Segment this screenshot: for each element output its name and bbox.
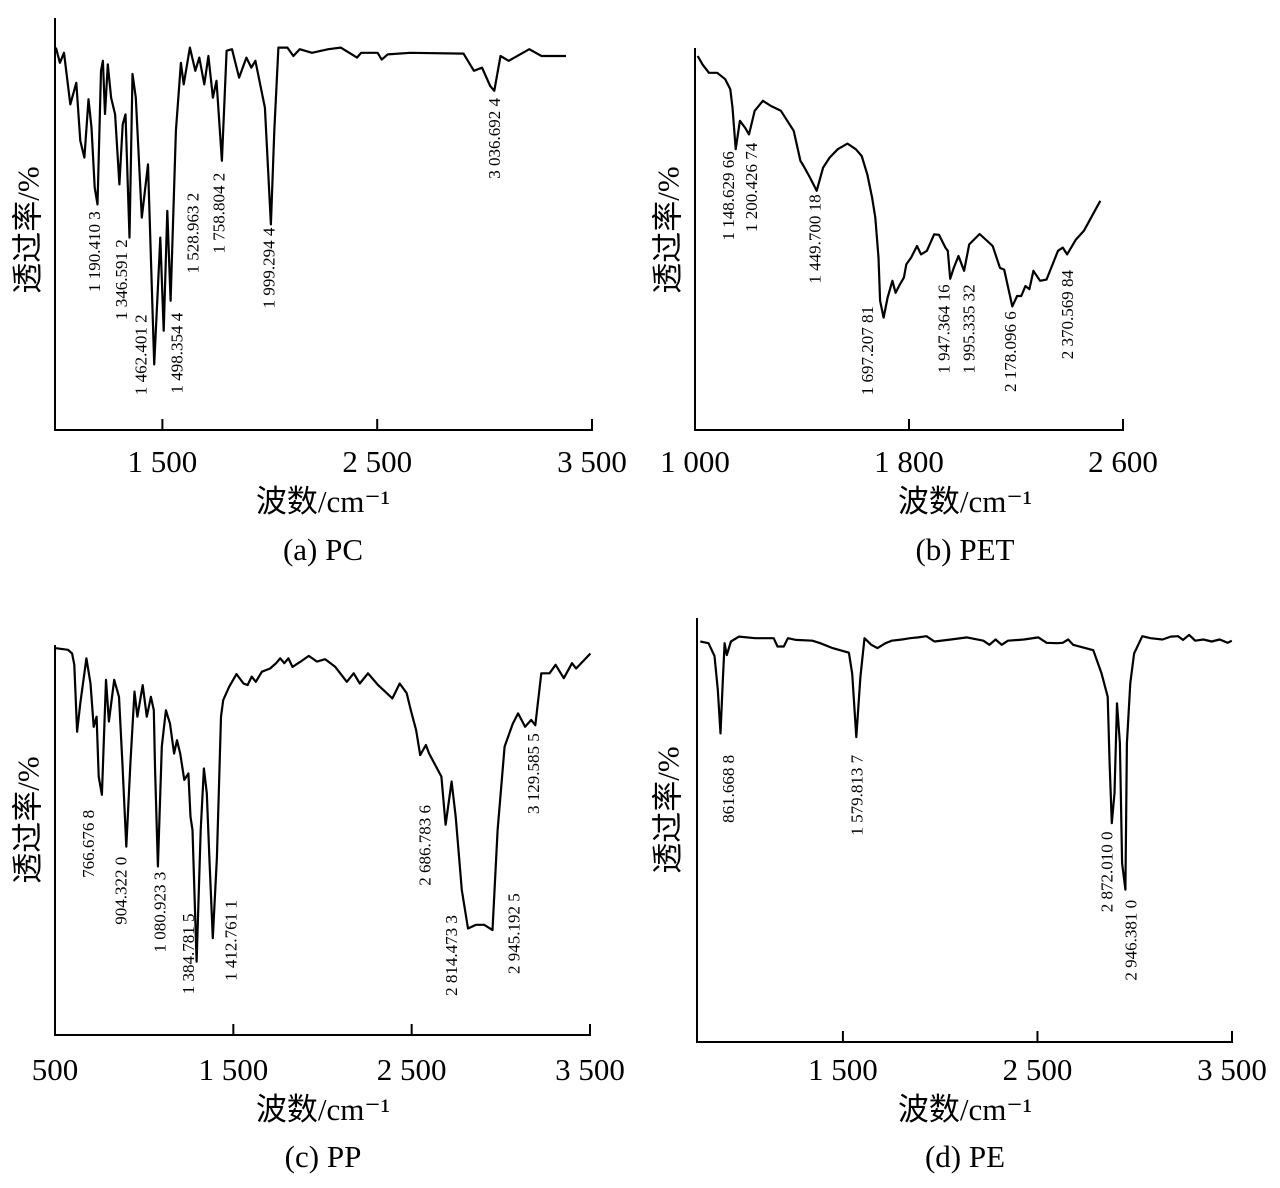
- peak-label: 3 129.585 5: [524, 733, 543, 814]
- x-tick-label: 2 600: [1088, 444, 1158, 479]
- peak-label: 766.676 8: [79, 810, 98, 878]
- x-tick-label: 2 500: [377, 1052, 447, 1087]
- peak-label: 1 999.294 4: [259, 227, 278, 308]
- panel-pet: 1 000 1 800 2 600 1 148.629 66 1 200.426 74 1…: [651, 48, 1158, 567]
- axes: [54, 18, 593, 431]
- peak-label: 1 190.410 3: [85, 211, 104, 292]
- axes: [694, 48, 1124, 431]
- x-tick-label: 3 500: [555, 1052, 625, 1087]
- peak-label: 1 449.700 18: [806, 194, 825, 283]
- spectrum-line-pet: [696, 55, 1102, 319]
- peak-label: 2 370.569 84: [1058, 270, 1077, 360]
- peak-label: 1 995.335 32: [960, 284, 979, 373]
- peak-label: 1 697.207 81: [858, 306, 877, 395]
- x-axis-label: 波数/cm⁻¹: [256, 1092, 390, 1127]
- peak-label: 1 498.354 4: [167, 312, 186, 393]
- panel-caption: (a) PC: [283, 532, 363, 567]
- y-axis-label: 透过率/%: [651, 746, 686, 873]
- x-tick-label: 3 500: [1197, 1052, 1267, 1087]
- peak-label: 1 758.804 2: [209, 173, 228, 254]
- peak-label: 3 036.692 4: [485, 98, 504, 179]
- peak-label: 904.322 0: [112, 857, 131, 925]
- x-tick-label: 1 500: [198, 1052, 268, 1087]
- y-axis-label: 透过率/%: [11, 166, 46, 293]
- spectrum-line-pc: [54, 46, 566, 366]
- x-axis-label: 波数/cm⁻¹: [898, 1092, 1032, 1127]
- peak-label: 1 579.813 7: [848, 754, 867, 835]
- x-tick-label: 1 000: [660, 444, 730, 479]
- peak-label: 1 080.923 3: [150, 872, 169, 953]
- y-axis-label: 透过率/%: [651, 166, 686, 293]
- x-tick-label: 500: [32, 1052, 79, 1087]
- peak-label: 1 384.781 5: [179, 914, 198, 995]
- panel-caption: (c) PP: [285, 1139, 362, 1174]
- peak-label: 2 945.192 5: [505, 893, 524, 974]
- peak-label: 1 412.761 1: [222, 900, 241, 981]
- y-axis-label: 透过率/%: [11, 756, 46, 883]
- panel-caption: (d) PE: [925, 1139, 1005, 1174]
- panel-pp: 500 1 500 2 500 3 500 766.676 8 904.322 0 1 08…: [11, 645, 625, 1174]
- peak-label: 861.668 8: [719, 755, 738, 823]
- x-tick-label: 1 800: [874, 444, 944, 479]
- peak-label: 2 946.381 0: [1122, 900, 1141, 981]
- panel-pe: 1 500 2 500 3 500 861.668 8 1 579.813 7 2 872…: [651, 618, 1267, 1174]
- peak-label: 2 178.096 6: [1001, 311, 1020, 392]
- peak-label: 1 462.401 2: [132, 314, 151, 395]
- spectrum-line-pe: [700, 633, 1233, 891]
- peak-label: 1 947.364 16: [934, 284, 953, 373]
- peak-label: 2 686.783 6: [416, 805, 435, 886]
- spectrum-line-pp: [55, 647, 592, 963]
- peak-label: 2 872.010 0: [1097, 831, 1116, 912]
- x-tick-label: 2 500: [1003, 1052, 1073, 1087]
- x-axis-label: 波数/cm⁻¹: [898, 484, 1032, 519]
- x-tick-label: 3 500: [557, 444, 627, 479]
- peak-label: 2 814.473 3: [442, 915, 461, 996]
- x-tick-label: 1 500: [808, 1052, 878, 1087]
- peak-label: 1 148.629 66: [719, 151, 738, 240]
- x-axis-label: 波数/cm⁻¹: [256, 484, 390, 519]
- peak-label: 1 528.963 2: [184, 193, 203, 274]
- x-tick-label: 2 500: [342, 444, 412, 479]
- peak-label: 1 200.426 74: [742, 142, 761, 232]
- axes: [696, 618, 1233, 1043]
- x-tick-label: 1 500: [128, 444, 198, 479]
- panel-caption: (b) PET: [915, 532, 1014, 567]
- peak-label: 1 346.591 2: [112, 239, 131, 320]
